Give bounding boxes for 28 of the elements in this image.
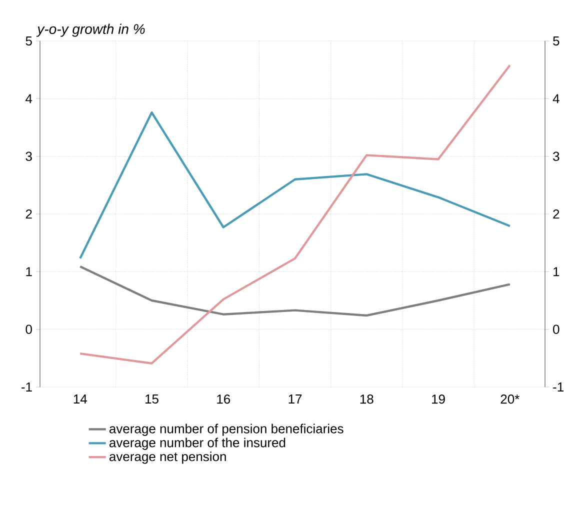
y-tick-label: 5	[26, 36, 32, 46]
line-series	[79, 265, 512, 317]
y2-tick-label: 3	[553, 152, 560, 161]
legend-label: average number of pension beneficiaries	[110, 424, 344, 436]
y-tick-label: 2	[26, 209, 32, 219]
line-series	[79, 64, 512, 364]
y-tick-label: 1	[26, 267, 32, 276]
x-tick-label: 17	[288, 394, 302, 404]
y2-tick-label: 2	[553, 209, 560, 219]
y-tick-label: 4	[26, 94, 32, 104]
x-tick-label: 18	[360, 394, 374, 404]
x-tick-label: 19	[432, 394, 445, 404]
y-axis-title: y-o-y growth in %	[36, 24, 145, 37]
x-tick-label: 14	[74, 394, 87, 404]
x-tick-label: 20*	[500, 394, 520, 404]
x-tick-label: 15	[146, 394, 158, 404]
y-tick-label: 3	[26, 152, 32, 161]
y2-tick-label: 1	[554, 267, 560, 276]
y-tick-label: 0	[26, 324, 32, 334]
y2-tick-label: 5	[553, 36, 560, 46]
y2-tick-label: 4	[552, 94, 560, 104]
legend-label: average net pension	[110, 452, 226, 464]
x-tick-label: 16	[217, 394, 230, 404]
legend-label: average number of the insured	[110, 438, 286, 450]
y-tick-label: -1	[21, 382, 32, 392]
y2-tick-label: -1	[553, 382, 564, 392]
line-series	[79, 111, 512, 260]
y2-tick-label: 0	[553, 324, 560, 334]
